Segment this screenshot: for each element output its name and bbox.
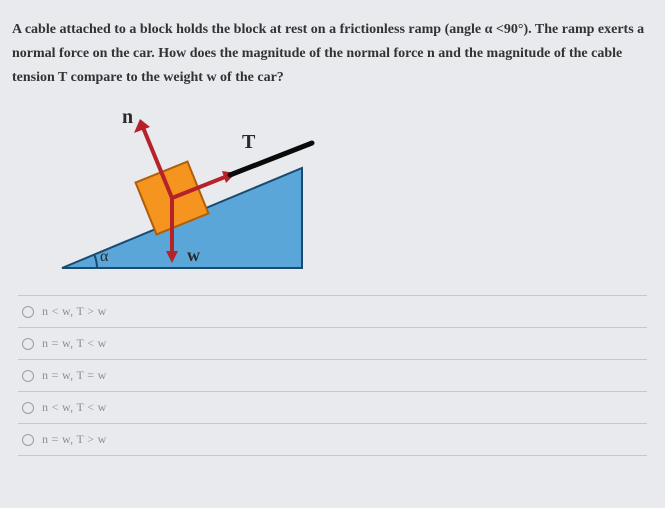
radio-icon[interactable] [22, 402, 34, 414]
option-row[interactable]: n < w, T > w [18, 295, 647, 327]
radio-icon[interactable] [22, 434, 34, 446]
radio-icon[interactable] [22, 370, 34, 382]
options-list: n < w, T > w n = w, T < w n = w, T = w n… [12, 295, 653, 456]
option-label: n < w, T < w [42, 400, 107, 415]
label-alpha: α [100, 248, 109, 265]
force-diagram: n T w α [52, 103, 332, 283]
option-row[interactable]: n = w, T = w [18, 359, 647, 391]
radio-icon[interactable] [22, 306, 34, 318]
option-label: n = w, T < w [42, 336, 107, 351]
option-label: n = w, T = w [42, 368, 107, 383]
option-label: n = w, T > w [42, 432, 107, 447]
label-t: T [242, 131, 256, 153]
question-text: A cable attached to a block holds the bl… [12, 18, 653, 89]
option-label: n < w, T > w [42, 304, 107, 319]
option-row[interactable]: n = w, T < w [18, 327, 647, 359]
normal-arrowhead [134, 119, 150, 133]
radio-icon[interactable] [22, 338, 34, 350]
option-row[interactable]: n < w, T < w [18, 391, 647, 423]
label-w: w [187, 245, 200, 265]
label-n: n [122, 106, 133, 128]
option-row[interactable]: n = w, T > w [18, 423, 647, 456]
